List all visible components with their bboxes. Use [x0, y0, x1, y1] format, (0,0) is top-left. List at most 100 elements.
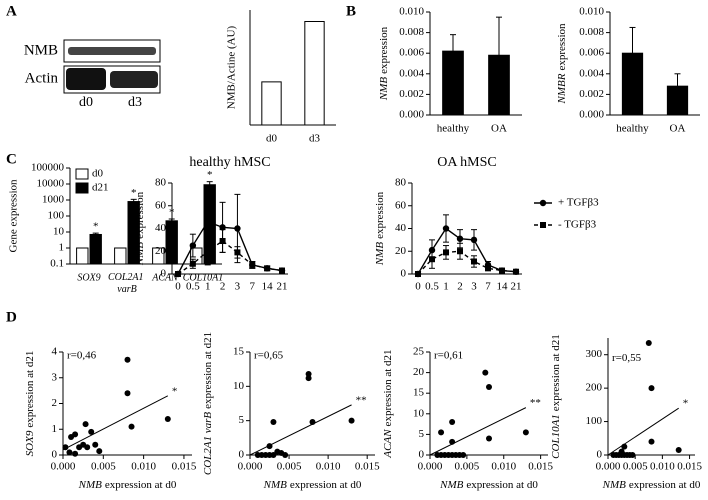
y-tick-label: 1 [52, 423, 58, 435]
x-tick-label: 7 [485, 281, 491, 293]
blot-band [68, 47, 156, 55]
x-tick-label: COL2A1 varB [108, 272, 146, 295]
fit-line [249, 404, 352, 456]
y-tick-label: 3 [52, 371, 58, 383]
axis-label-part: NMB [263, 479, 288, 491]
bar [152, 247, 165, 265]
x-tick-label: 1 [443, 281, 449, 293]
y-tick-label: 1000 [42, 194, 65, 206]
x-tick-label: OA [491, 123, 507, 135]
point [522, 429, 529, 436]
y-tick-label: 0.000 [579, 109, 604, 121]
correlation: r=0,46 [67, 350, 97, 362]
x-tick-label: 0.5 [186, 281, 200, 293]
x-tick-label: 21 [277, 281, 288, 293]
y-tick-label: 0.010 [579, 6, 604, 18]
marker [415, 271, 421, 277]
x-tick-label: 0.015 [355, 461, 380, 473]
point [449, 419, 456, 426]
marker [204, 248, 211, 255]
point [62, 444, 69, 451]
marker [249, 261, 256, 268]
significance: ** [530, 397, 541, 409]
blot-row-label: Actin [25, 70, 59, 86]
bar [488, 54, 510, 116]
point [270, 452, 277, 458]
marker [175, 271, 181, 277]
x-tick-label: 1 [205, 281, 211, 293]
x-tick-label: 0.015 [528, 461, 553, 473]
y-tick-label: 20 [395, 245, 407, 257]
axis-label-part: SOX9 [24, 430, 36, 456]
point [305, 375, 312, 382]
legend-marker [539, 199, 547, 207]
axis-label-part: NMB [378, 77, 390, 102]
bar [666, 85, 689, 116]
x-tick-label: healthy [437, 123, 470, 135]
bar [442, 50, 464, 116]
x-tick-label: 0.010 [316, 461, 341, 473]
y-tick-label: 0 [52, 449, 58, 461]
x-tick-label: 0.000 [418, 461, 443, 473]
x-tick-label: 0.000 [51, 461, 76, 473]
axis-label-part: NMB [602, 479, 627, 491]
y-tick-label: 0.000 [399, 109, 424, 121]
marker [443, 249, 449, 256]
y-tick-label: 10000 [37, 178, 65, 190]
y-tick-label: 0.004 [579, 67, 604, 79]
axis-label-part: expression at d0 [629, 479, 701, 491]
point [486, 384, 492, 391]
marker [470, 236, 478, 244]
marker [234, 249, 241, 256]
x-tick-label: 0.005 [277, 461, 302, 473]
significance: * [93, 221, 99, 233]
axis-label: COL2A1 varB expression at d21 [202, 332, 214, 475]
point [164, 415, 171, 422]
y-tick-label: 20 [155, 245, 167, 257]
marker [204, 218, 211, 225]
y-tick-label: 0 [419, 449, 425, 461]
axis-label: NMB expression at d0 [602, 479, 701, 491]
x-tick-label: 0.005 [91, 461, 116, 473]
y-tick-label: 40 [395, 222, 407, 234]
y-tick-label: 0 [597, 449, 603, 461]
marker [457, 248, 463, 255]
point [648, 438, 655, 445]
blot-lane-label: d0 [79, 95, 93, 110]
x-tick-label: d0 [266, 133, 278, 145]
x-tick-label: healthy [616, 123, 649, 135]
y-tick-label: 60 [155, 199, 167, 211]
axis-label-part: expression [134, 191, 146, 239]
point [482, 369, 489, 376]
y-tick-label: 100000 [31, 162, 65, 174]
chart-title: OA hMSC [437, 155, 497, 170]
x-tick-label: 0.010 [650, 461, 675, 473]
marker [456, 235, 464, 242]
legend-label: d0 [92, 168, 104, 180]
correlation: r=0,55 [612, 352, 642, 364]
x-tick-label-line: varB [117, 284, 136, 295]
fit-line [62, 395, 169, 451]
x-tick-label: 0.005 [455, 461, 480, 473]
axis-label: COL10A1 expression at d21 [550, 334, 562, 459]
point [618, 448, 625, 455]
legend-label: + TGFβ3 [558, 197, 599, 209]
y-tick-label: 0.008 [579, 26, 604, 38]
marker [219, 238, 226, 245]
x-tick-label: 3 [471, 281, 477, 293]
y-tick-label: 4 [52, 346, 58, 358]
axis-label-part: expression at d0 [290, 479, 362, 491]
x-tick-label: COL10A1 [183, 272, 224, 283]
y-tick-label: 1 [59, 242, 65, 254]
legend-label: d21 [92, 182, 109, 194]
axis-label-part: NMB [374, 242, 386, 267]
y-tick-label: 10 [233, 380, 245, 392]
axis-label-part: NMBR [556, 73, 568, 104]
legend-swatch [75, 168, 89, 180]
x-tick-label: SOX9 [77, 272, 100, 283]
point [84, 444, 91, 451]
marker [499, 267, 505, 274]
x-tick-label: 0.010 [131, 461, 156, 473]
x-tick-label: d3 [309, 133, 321, 145]
panel-letter: A [6, 3, 17, 19]
